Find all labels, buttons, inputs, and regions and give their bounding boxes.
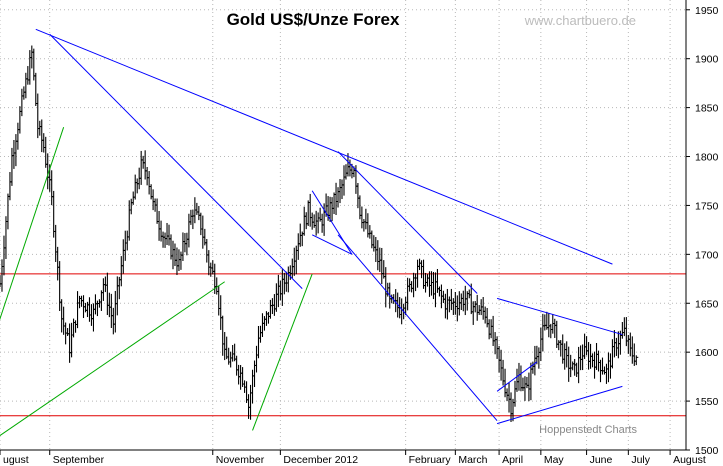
- trendline: [0, 127, 65, 321]
- trendline: [49, 33, 303, 289]
- x-axis-ticks: ugust September November December 2012 Febru…: [0, 450, 706, 466]
- y-tick-label: 1650: [695, 298, 719, 310]
- trendline: [311, 190, 353, 255]
- x-tick-label: November: [216, 454, 265, 466]
- y-tick-label: 1700: [695, 249, 719, 261]
- source-label: Hoppenstedt Charts: [539, 424, 637, 436]
- x-tick-label: March: [458, 454, 487, 466]
- plot-background: [0, 0, 686, 450]
- trendline: [252, 273, 313, 431]
- chart-title: Gold US$/Unze Forex: [227, 10, 400, 29]
- x-tick-label: July: [631, 454, 650, 466]
- y-tick-label: 1800: [695, 152, 719, 164]
- x-tick-label: August: [673, 454, 706, 466]
- trendline: [496, 385, 623, 425]
- x-tick-label: May: [544, 454, 565, 466]
- price-bars: [0, 45, 639, 422]
- x-tick-label: April: [502, 454, 523, 466]
- trendlines: [0, 28, 623, 437]
- trendline: [311, 234, 353, 255]
- y-axis-ticks: 1500 1550 1600 1650 1700 1750 1800 1850 1900 1950: [686, 5, 719, 457]
- trendline: [35, 28, 613, 265]
- trendline: [337, 234, 498, 421]
- horizontal-levels: [0, 273, 686, 417]
- trendline: [337, 151, 478, 294]
- grid-lines: [0, 0, 686, 450]
- trendline: [0, 281, 225, 437]
- x-tick-label: ugust: [3, 454, 29, 466]
- x-tick-label: February: [409, 454, 452, 466]
- trendline: [496, 361, 538, 392]
- y-tick-label: 1550: [695, 396, 719, 408]
- watermark: www.chartbuero.de: [524, 13, 636, 28]
- y-tick-label: 1500: [695, 445, 719, 457]
- y-tick-label: 1900: [695, 54, 719, 66]
- x-tick-label: June: [590, 454, 613, 466]
- y-tick-label: 1850: [695, 103, 719, 115]
- x-tick-label: September: [53, 454, 105, 466]
- trendline: [496, 297, 623, 336]
- y-tick-label: 1750: [695, 200, 719, 212]
- y-tick-label: 1600: [695, 347, 719, 359]
- y-tick-label: 1950: [695, 5, 719, 17]
- x-tick-label: December 2012: [283, 454, 358, 466]
